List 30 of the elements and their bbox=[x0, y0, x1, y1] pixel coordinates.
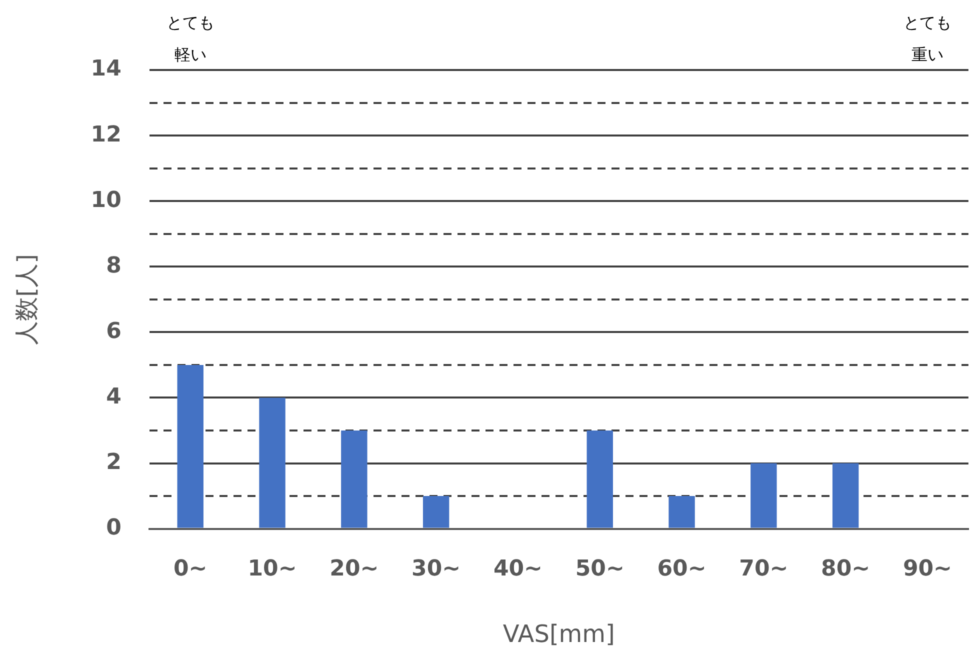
bar bbox=[259, 398, 286, 528]
x-tick-label: 50~ bbox=[575, 556, 624, 582]
x-tick-label: 40~ bbox=[493, 556, 542, 582]
x-tick-label: 10~ bbox=[248, 556, 297, 582]
text: とても軽い bbox=[166, 13, 214, 64]
y-tick-label: 10 bbox=[90, 188, 122, 213]
bar bbox=[341, 430, 368, 528]
y-tick-label: 2 bbox=[106, 450, 122, 475]
x-tick-label: 30~ bbox=[412, 556, 461, 582]
y-tick-label: 0 bbox=[106, 516, 122, 541]
bar bbox=[586, 430, 613, 528]
y-tick-label: 6 bbox=[106, 318, 122, 344]
x-tick-label: 0~ bbox=[173, 556, 208, 582]
x-tick-label: 70~ bbox=[739, 556, 788, 582]
text: とても重い bbox=[903, 13, 952, 64]
y-tick-label: 4 bbox=[106, 384, 122, 410]
bar bbox=[422, 496, 450, 528]
bar bbox=[177, 364, 204, 528]
x-axis-title: VAS[mm] bbox=[502, 620, 615, 648]
y-axis-title: 人数[人] bbox=[12, 254, 41, 345]
y-tick-label: 14 bbox=[90, 56, 122, 82]
bar bbox=[668, 496, 695, 528]
y-tick-label: 8 bbox=[106, 253, 122, 278]
bar bbox=[832, 463, 859, 528]
y-tick-label: 12 bbox=[90, 122, 122, 148]
bar bbox=[750, 463, 777, 528]
x-tick-label: 80~ bbox=[821, 556, 870, 582]
x-tick-label: 90~ bbox=[902, 556, 952, 582]
x-tick-label: 20~ bbox=[330, 556, 379, 582]
x-tick-label: 60~ bbox=[657, 556, 706, 582]
